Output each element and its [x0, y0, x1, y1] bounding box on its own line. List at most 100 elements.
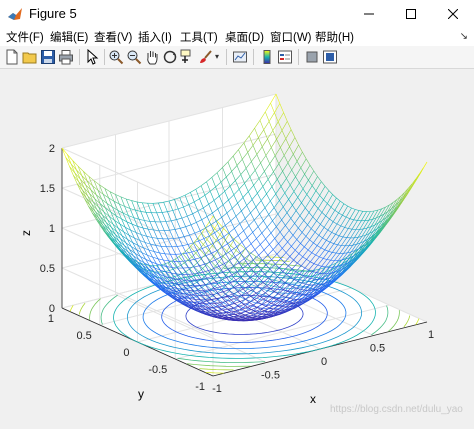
save-icon[interactable] [40, 49, 56, 65]
mesh-line [305, 174, 309, 180]
mesh-line [304, 213, 309, 221]
minimize-button[interactable] [348, 0, 390, 28]
mesh-line [291, 246, 295, 250]
maximize-button[interactable] [390, 0, 432, 28]
mesh-line [301, 168, 305, 174]
brush-icon[interactable] [198, 49, 214, 65]
show-plot-tools-icon[interactable] [322, 49, 338, 65]
mesh-line [280, 232, 284, 237]
mesh-line [340, 201, 344, 204]
mesh-line [294, 191, 298, 197]
mesh-line [295, 250, 299, 253]
mesh-line [305, 262, 310, 268]
matlab-icon [7, 6, 23, 22]
mesh-line [284, 113, 288, 122]
mesh-line [298, 221, 303, 229]
mesh-line [289, 199, 293, 205]
pointer-arrow-icon[interactable] [84, 49, 100, 65]
hide-plot-tools-icon[interactable] [304, 49, 320, 65]
zoom-out-icon[interactable] [126, 49, 142, 65]
new-file-icon[interactable] [4, 49, 20, 65]
mesh-line [327, 204, 331, 208]
mesh-line [283, 171, 287, 178]
x-tick-label: -1 [212, 383, 222, 395]
menu-tools[interactable]: 工具(T) [180, 29, 218, 45]
close-icon [448, 9, 458, 19]
mesh-line [290, 185, 294, 191]
mesh-line [327, 252, 332, 259]
mesh-line [277, 248, 282, 254]
data-cursor-icon[interactable] [180, 49, 196, 65]
mesh-line [292, 205, 296, 211]
mesh-line [307, 194, 311, 199]
mesh-line [287, 213, 291, 219]
zoom-in-icon[interactable] [108, 49, 124, 65]
legend-icon[interactable] [277, 49, 293, 65]
pan-hand-icon[interactable] [144, 49, 160, 65]
mesh-line [290, 250, 295, 256]
menu-edit[interactable]: 编辑(E) [50, 29, 88, 45]
mesh-line [311, 221, 316, 229]
mesh-line [291, 240, 296, 247]
menu-help[interactable]: 帮助(H) [315, 29, 354, 45]
mesh-line [326, 232, 331, 240]
mesh-line [331, 198, 336, 207]
mesh-line [312, 186, 316, 191]
print-icon[interactable] [58, 49, 74, 65]
mesh-line [337, 224, 341, 226]
mesh-line [312, 177, 317, 186]
menu-view[interactable]: 查看(V) [94, 29, 132, 45]
toolbar-separator [298, 49, 299, 65]
mesh-line [280, 225, 285, 232]
axes-grid [62, 94, 427, 376]
mesh-line [276, 94, 280, 104]
z-tick-label: 1 [49, 223, 55, 235]
mesh-line [322, 212, 326, 216]
mesh-line [343, 229, 348, 237]
mesh-line [373, 210, 378, 219]
close-button[interactable] [432, 0, 474, 28]
x-tick-label: 0 [321, 356, 327, 368]
mesh-line [294, 183, 299, 191]
menu-insert[interactable]: 插入(I) [138, 29, 172, 45]
mesh-line [290, 257, 294, 261]
menu-window[interactable]: 窗口(W) [270, 29, 312, 45]
mesh-line [300, 208, 305, 216]
mesh-line [284, 147, 289, 156]
mesh-line [332, 224, 337, 232]
mesh-line [339, 227, 344, 235]
open-folder-icon[interactable] [22, 49, 38, 65]
mesh-line [287, 121, 291, 129]
mesh-line [308, 250, 312, 253]
minimize-icon [364, 9, 374, 19]
mesh-line [280, 104, 284, 113]
rotate-3d-icon[interactable] [162, 49, 178, 65]
mesh-line [299, 247, 304, 254]
mesh-line [299, 174, 304, 183]
mesh-line [346, 217, 350, 219]
mesh-line [313, 235, 318, 243]
mesh-line [299, 145, 303, 152]
brush-dropdown-icon[interactable]: ▾ [215, 52, 219, 61]
menu-desktop[interactable]: 桌面(D) [225, 29, 264, 45]
mesh-line [277, 139, 281, 147]
mesh-line [279, 164, 283, 171]
mesh-line [328, 230, 332, 232]
mesh-line [324, 191, 329, 200]
mesh-line [348, 206, 352, 208]
dock-arrow-icon[interactable]: ↘ [460, 31, 468, 42]
mesh-line [322, 266, 326, 267]
link-plot-icon[interactable] [232, 49, 248, 65]
mesh-line [296, 177, 300, 183]
mesh-line [285, 185, 290, 193]
colorbar-icon[interactable] [259, 49, 275, 65]
mesh-line [359, 211, 363, 212]
mesh-line [335, 201, 340, 210]
mesh-line [325, 242, 330, 250]
mesh-line [291, 130, 295, 138]
mesh-line [313, 243, 317, 246]
mesh-line [288, 242, 292, 246]
menu-file[interactable]: 文件(F) [6, 29, 44, 45]
